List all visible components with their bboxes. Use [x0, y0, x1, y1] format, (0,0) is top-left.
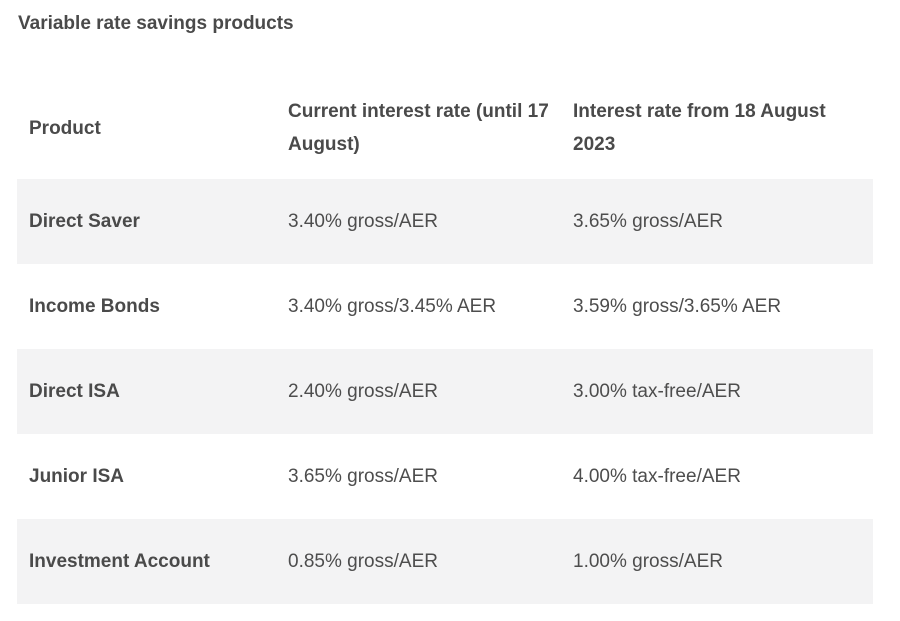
new-rate: 3.00% tax-free/AER [561, 349, 873, 434]
savings-rates-table: Product Current interest rate (until 17 … [17, 77, 873, 604]
table-row: Income Bonds 3.40% gross/3.45% AER 3.59%… [17, 264, 873, 349]
header-new-rate: Interest rate from 18 August 2023 [573, 101, 826, 155]
product-name: Junior ISA [29, 465, 125, 487]
table-row: Junior ISA 3.65% gross/AER 4.00% tax-fre… [17, 434, 873, 519]
product-name: Direct Saver [17, 179, 276, 264]
page-title: Variable rate savings products [18, 13, 294, 34]
product-name: Income Bonds [29, 295, 160, 317]
current-rate: 0.85% gross/AER [276, 519, 561, 604]
current-rate: 3.40% gross/AER [276, 179, 561, 264]
header-product: Product [29, 117, 101, 139]
new-rate: 3.59% gross/3.65% AER [573, 295, 782, 317]
current-rate: 2.40% gross/AER [276, 349, 561, 434]
product-name: Investment Account [17, 519, 276, 604]
new-rate: 1.00% gross/AER [561, 519, 873, 604]
header-current-rate: Current interest rate (until 17 August) [288, 101, 549, 155]
table-row: Direct Saver 3.40% gross/AER 3.65% gross… [17, 179, 873, 264]
new-rate: 4.00% tax-free/AER [573, 465, 741, 487]
current-rate: 3.40% gross/3.45% AER [288, 295, 497, 317]
new-rate: 3.65% gross/AER [561, 179, 873, 264]
table-header-row: Product Current interest rate (until 17 … [17, 77, 873, 179]
current-rate: 3.65% gross/AER [288, 465, 438, 487]
product-name: Direct ISA [17, 349, 276, 434]
table-row: Direct ISA 2.40% gross/AER 3.00% tax-fre… [17, 349, 873, 434]
table-row: Investment Account 0.85% gross/AER 1.00%… [17, 519, 873, 604]
